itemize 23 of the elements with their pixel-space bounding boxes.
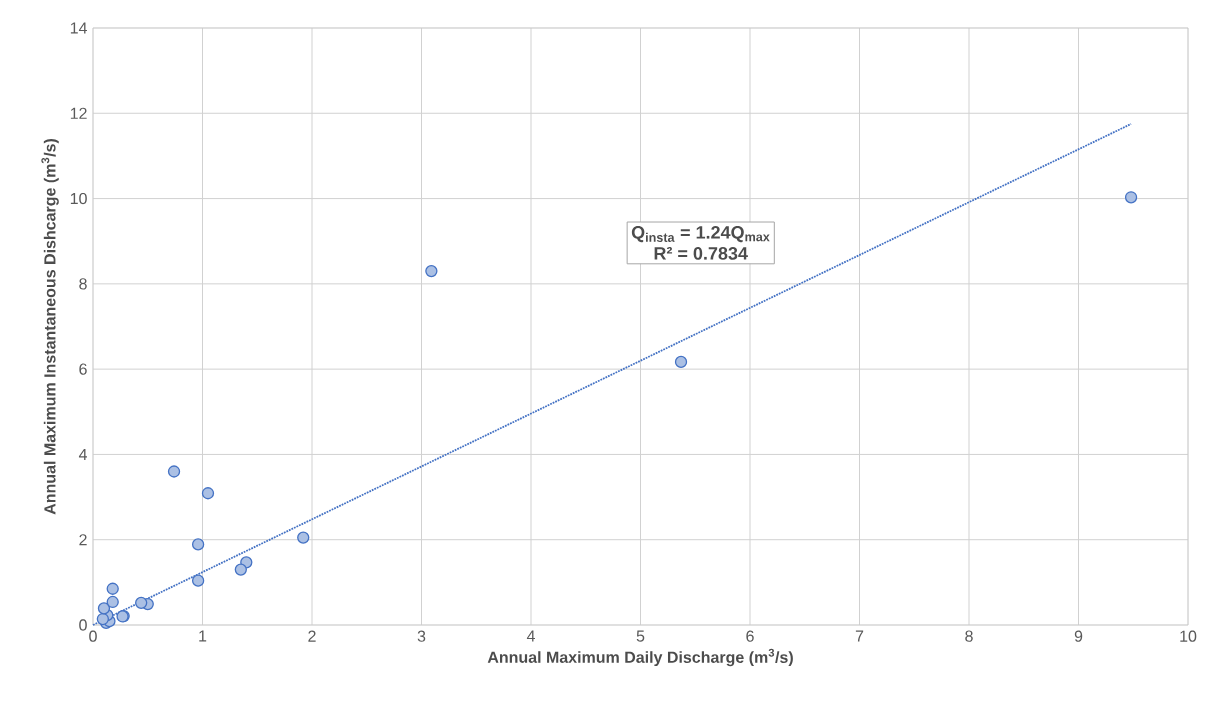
y-tick-label: 2: [79, 534, 87, 546]
x-tick-label: 2: [308, 630, 316, 642]
x-axis-title: Annual Maximum Daily Discharge (m$^{3}$/s): [487, 648, 793, 667]
x-tick-label: 8: [965, 630, 973, 642]
annotation: R² = 0.7834: [654, 247, 748, 260]
y-tick-label: 14: [70, 22, 88, 34]
y-tick-label: 10: [70, 192, 87, 205]
y-tick-label: 8: [79, 278, 87, 290]
x-tick-label: 7: [855, 630, 864, 642]
x-tick-label: 3: [417, 630, 426, 642]
annotation: Q$_{insta}$ = 1.24Q$_{max}$: [631, 226, 770, 243]
y-tick-label: 4: [78, 448, 88, 460]
y-tick-label: 0: [79, 619, 87, 631]
x-tick-label: 9: [1074, 630, 1083, 642]
x-tick-label: 1: [199, 630, 207, 642]
y-axis-title: Annual Maximum Instantaneous Dishcarge (m$^{3}$/s): [41, 139, 59, 515]
x-tick-label: 6: [746, 630, 754, 642]
x-tick-label: 10: [1180, 630, 1197, 642]
y-tick-label: 12: [70, 107, 87, 119]
y-tick-label: 6: [79, 363, 87, 375]
x-tick-label: 5: [636, 630, 645, 642]
x-tick-label: 4: [526, 630, 535, 642]
x-tick-label: 0: [89, 630, 97, 642]
